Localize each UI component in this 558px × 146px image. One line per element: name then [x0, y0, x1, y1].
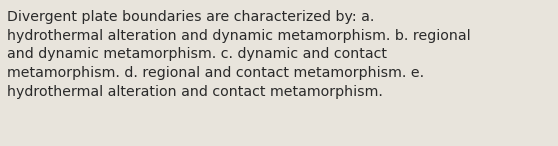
- Text: Divergent plate boundaries are characterized by: a.
hydrothermal alteration and : Divergent plate boundaries are character…: [7, 10, 471, 99]
